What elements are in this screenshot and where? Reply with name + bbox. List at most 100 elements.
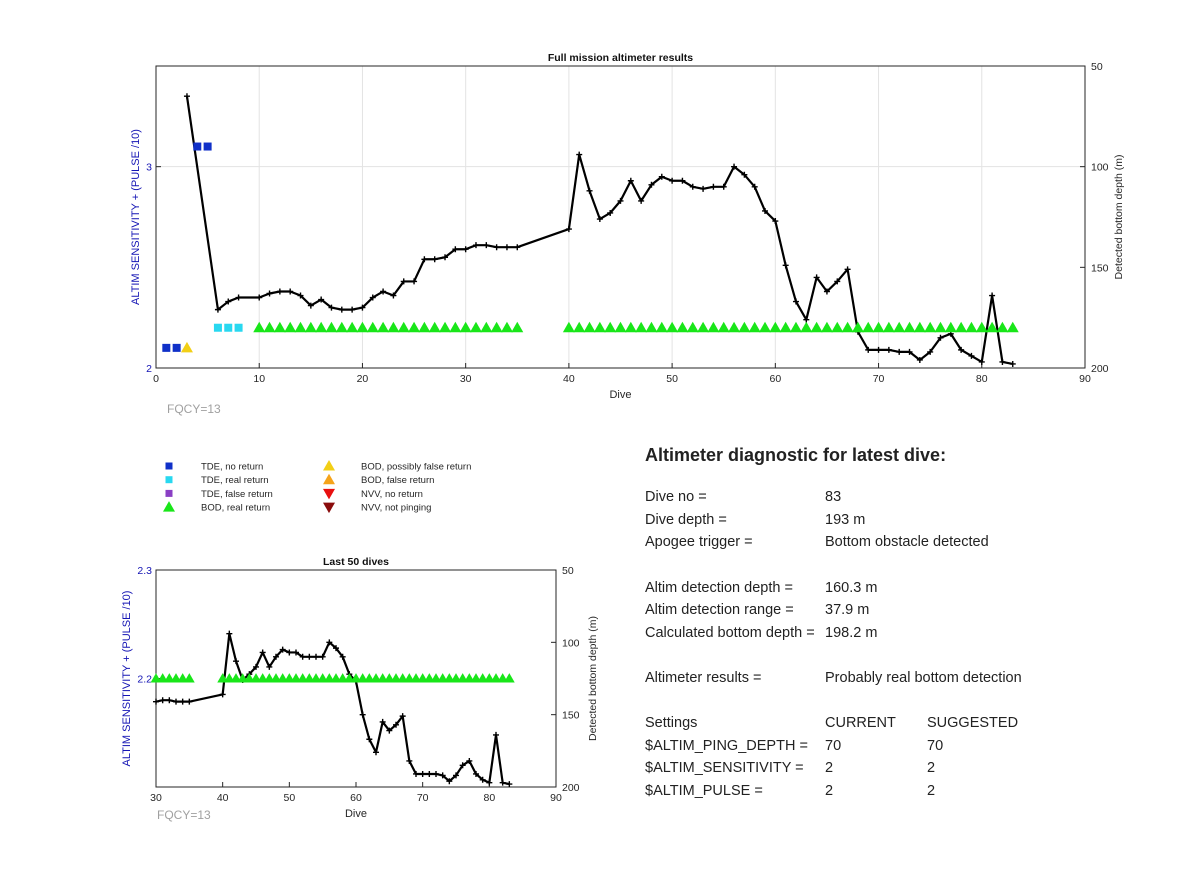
depth-point	[937, 334, 944, 341]
depth-point	[399, 713, 406, 720]
bod-real-return-marker	[635, 321, 648, 333]
depth-point	[442, 254, 449, 261]
y-right-tick-label: 50	[1091, 61, 1103, 73]
legend-marker	[165, 489, 173, 497]
tde-no-return-marker	[172, 343, 181, 352]
dive-no-label: Dive no =	[645, 489, 707, 506]
x-tick-label: 30	[460, 373, 472, 385]
fqcy-footnote: FQCY=13	[157, 808, 211, 822]
depth-point	[720, 183, 727, 190]
depth-point	[369, 294, 376, 301]
depth-point	[159, 697, 166, 704]
x-tick-label: 70	[873, 373, 885, 385]
x-tick-label: 70	[417, 792, 429, 804]
x-tick-label: 50	[283, 792, 295, 804]
legend-marker	[165, 462, 173, 470]
dive-depth-label: Dive depth =	[645, 511, 727, 528]
depth-point	[772, 218, 779, 225]
calculated-depth-value: 198.2 m	[825, 624, 878, 641]
depth-point	[989, 292, 996, 299]
depth-point	[459, 762, 466, 769]
depth-point	[503, 244, 510, 251]
depth-point	[359, 304, 366, 311]
depth-point	[453, 772, 459, 779]
legend-marker	[323, 502, 335, 514]
depth-point	[379, 718, 386, 725]
depth-point	[225, 298, 232, 305]
y-left-tick-label: 2.3	[137, 565, 152, 577]
pulse-current: 2	[825, 783, 834, 800]
legend-label: TDE, no return	[201, 462, 263, 473]
pulse-row: $ALTIM_PULSE = 2 2	[645, 780, 1165, 803]
depth-point	[627, 177, 634, 184]
sensitivity-row: $ALTIM_SENSITIVITY = 2 2	[645, 757, 1165, 780]
bod-real-return-marker	[707, 321, 720, 333]
bod-real-return-marker	[697, 321, 710, 333]
bod-real-return-marker	[273, 321, 286, 333]
depth-point	[896, 348, 903, 355]
bod-real-return-marker	[800, 321, 813, 333]
bod-real-return-marker	[583, 321, 596, 333]
y-left-tick-label: 3	[146, 162, 152, 174]
bod-real-return-marker	[862, 321, 875, 333]
bod-real-return-marker	[769, 321, 782, 333]
depth-point	[276, 288, 283, 295]
detection-range-label: Altim detection range =	[645, 602, 794, 619]
depth-point	[493, 244, 500, 251]
depth-point	[286, 649, 293, 656]
depth-point	[439, 772, 446, 779]
depth-point	[865, 346, 872, 353]
bod-real-return-marker	[183, 673, 195, 683]
depth-point	[339, 653, 346, 660]
bod-real-return-marker	[503, 673, 515, 683]
altimeter-results-value: Probably real bottom detection	[825, 670, 1022, 687]
bod-real-return-marker	[645, 321, 658, 333]
bod-real-return-marker	[377, 321, 390, 333]
depth-point	[813, 274, 820, 281]
depth-point	[648, 181, 655, 188]
bod-real-return-marker	[346, 321, 359, 333]
y-right-tick-label: 100	[562, 637, 580, 649]
depth-point	[406, 757, 413, 764]
tde-no-return-marker	[203, 142, 212, 151]
x-tick-label: 60	[769, 373, 781, 385]
depth-point	[419, 770, 426, 777]
detection-range-value: 37.9 m	[825, 602, 870, 619]
chart-title: Last 50 dives	[323, 556, 389, 568]
bod-real-return-marker	[913, 321, 926, 333]
depth-point	[219, 691, 226, 698]
y-right-tick-label: 100	[1091, 162, 1109, 174]
legend-marker	[323, 460, 335, 471]
dive-depth-row: Dive depth = 193 m	[645, 509, 1165, 532]
legend-label: NVV, not pinging	[361, 503, 431, 514]
sensitivity-suggested: 2	[927, 760, 936, 777]
legend-label: BOD, real return	[201, 503, 270, 514]
marker-legend: TDE, no return TDE, real return TDE, false…	[163, 460, 471, 514]
depth-point	[293, 649, 299, 656]
depth-point	[473, 770, 479, 777]
bod-real-return-marker	[686, 321, 699, 333]
depth-point	[499, 779, 506, 786]
tde-real-return-marker	[234, 323, 243, 332]
fqcy-footnote: FQCY=13	[167, 402, 221, 416]
legend-marker	[323, 473, 335, 485]
bod-real-return-marker	[831, 321, 844, 333]
bod-real-return-marker	[253, 321, 266, 333]
bod-real-return-marker	[263, 321, 276, 333]
bod-real-return-marker	[882, 321, 895, 333]
depth-point	[273, 653, 279, 660]
y-left-tick-label: 2.2	[137, 674, 152, 686]
y-left-axis-label: ALTIM SENSITIVITY + (PULSE /10)	[130, 129, 142, 305]
bod-real-return-marker	[397, 321, 410, 333]
bod-real-return-marker	[728, 321, 741, 333]
depth-point	[426, 770, 433, 777]
depth-point	[400, 278, 407, 285]
bod-real-return-marker	[944, 321, 957, 333]
bod-possibly-false-marker	[180, 341, 193, 353]
bod-real-return-marker	[1006, 321, 1019, 333]
bod-real-return-marker	[428, 321, 441, 333]
bod-real-return-marker	[996, 321, 1009, 333]
tde-real-return-marker	[224, 323, 233, 332]
bod-real-return-marker	[676, 321, 689, 333]
bod-real-return-marker	[666, 321, 679, 333]
